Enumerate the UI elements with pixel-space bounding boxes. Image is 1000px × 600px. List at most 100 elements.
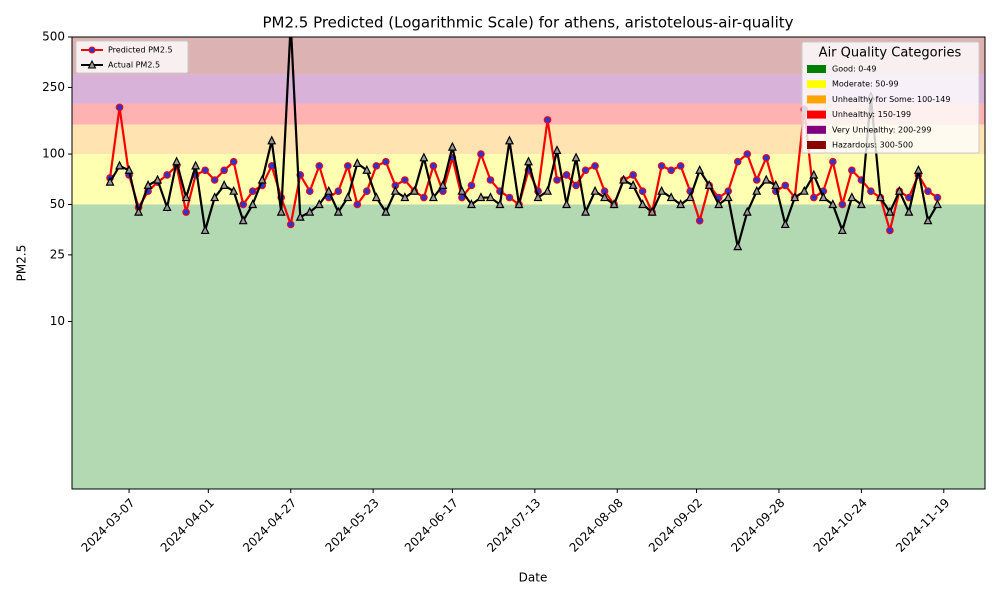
point [514,199,524,209]
point [828,199,838,209]
point [553,176,561,184]
point [714,199,724,209]
point [382,157,390,166]
point [229,185,239,195]
point [733,157,742,166]
point [780,219,790,229]
point [619,174,629,184]
point [115,103,124,112]
point [343,192,353,202]
point [657,162,666,170]
point [762,153,771,162]
y-tick-label: 25 [50,247,65,261]
x-axis-label: Date [519,571,548,585]
point [210,192,220,202]
point [485,192,495,202]
x-tick-label: 2024-05-23 [323,496,382,555]
point [572,181,580,190]
legend-label: Predicted PM2.5 [108,46,173,55]
category-legend-title: Air Quality Categories [819,46,962,61]
point [657,185,667,195]
y-tick-label: 100 [42,147,65,161]
point [0,201,3,208]
y-tick-label: 250 [42,80,65,94]
point [476,192,486,202]
point [486,176,495,184]
point [372,162,381,170]
point [743,150,752,158]
point [153,174,163,184]
point [543,185,552,195]
point [533,192,543,202]
point [457,185,467,195]
point [733,241,743,251]
point [600,192,610,202]
point [333,206,343,216]
category-label: Very Unhealthy: 200-299 [832,125,931,134]
point [305,206,315,216]
x-tick-label: 2024-03-07 [78,496,137,555]
point [904,206,914,216]
plot-frame [71,36,986,490]
point [695,216,704,225]
point [229,157,238,166]
point [742,206,752,216]
point [676,199,686,209]
point [267,135,277,145]
point [810,193,818,202]
point [201,166,209,175]
point [609,199,619,209]
category-label: Unhealthy: 150-199 [832,110,911,119]
point [257,174,267,184]
point [885,206,895,216]
chart-title: PM2.5 Predicted (Logarithmic Scale) for … [262,14,793,32]
legend-marker [87,59,97,69]
point [723,192,733,202]
point [761,174,771,184]
x-tick-label: 2024-07-13 [484,496,543,555]
category-band [72,204,985,489]
point [638,187,647,196]
point [666,192,676,202]
point [771,180,781,189]
category-swatch [807,125,826,134]
point [353,200,362,209]
legend-marker [88,46,96,54]
point [685,192,695,202]
point [838,200,847,209]
point [562,199,572,209]
point [467,181,476,190]
point [447,141,457,151]
point [305,187,314,196]
point [420,193,428,202]
point [591,162,599,170]
category-swatch [807,80,826,89]
x-tick-label: 2024-06-17 [402,496,461,555]
point [429,162,438,170]
point [781,181,790,190]
point [162,202,172,212]
point [848,166,856,175]
point [752,176,761,184]
point [239,200,247,209]
point [124,164,134,174]
point [115,160,125,170]
point [381,206,391,216]
point [856,199,866,209]
point [334,187,343,196]
point [799,185,809,195]
point [524,156,533,166]
point [571,152,581,162]
point [647,206,657,216]
point [752,185,762,195]
category-label: Good: 0-49 [832,65,876,74]
point [409,185,419,195]
category-label: Unhealthy for Some: 100-149 [832,95,950,104]
point [182,208,190,216]
point [315,162,324,170]
point [543,116,552,124]
category-swatch [807,141,826,149]
x-tick-label: 2024-04-01 [158,496,217,555]
point [0,167,3,174]
